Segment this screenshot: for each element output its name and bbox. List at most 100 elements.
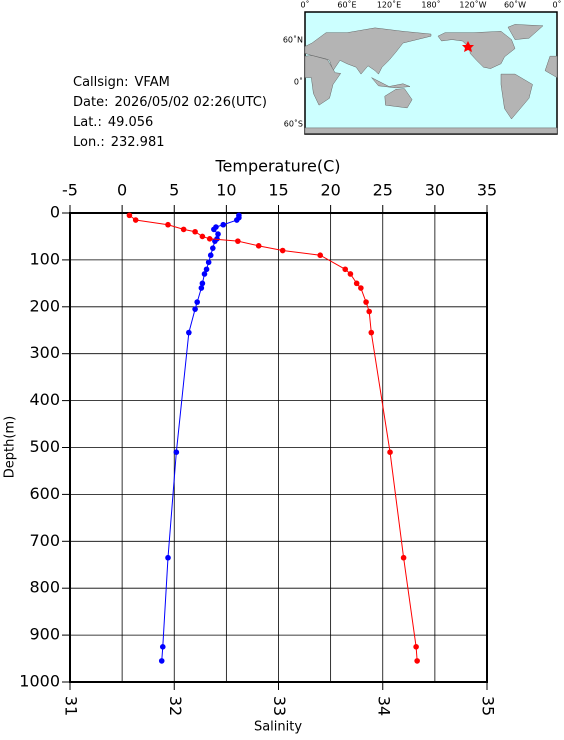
profile-point [199,233,206,240]
map-lon-label: 120˚E [377,0,401,10]
info-line: Lon.: 232.981 [73,135,165,150]
x2-axis-title: Temperature(C) [214,157,340,176]
profile-point [342,266,349,273]
station-star [462,41,474,52]
x-tick-label: 35 [479,696,498,716]
map-lon-label: 0˚ [300,0,309,10]
y-tick-label: 800 [29,578,60,597]
profile-point [210,245,216,251]
profile-point [400,554,407,561]
profile-point [206,235,213,242]
profile-point [211,226,217,233]
x2-tick-label: 30 [425,181,445,200]
land-shape [384,88,413,109]
land-shape [304,55,342,106]
profile-point [347,271,354,277]
map-lon-label: 120˚W [459,0,486,10]
y-tick-label: 900 [29,625,60,644]
y-tick-label: 700 [29,531,60,550]
profile-point [199,280,206,287]
map-lat-label: 60˚S [284,119,303,129]
profile-point [192,228,198,235]
x2-tick-label: 0 [117,181,127,200]
x2-tick-label: 20 [320,181,340,200]
y-tick-label: 1000 [19,672,60,691]
y-tick-label: 200 [29,296,60,315]
profile-point [165,221,171,228]
map-lon-label: 0˚ [552,0,561,10]
map-lat-label: 60˚N [283,35,303,45]
x-tick-label: 31 [62,696,81,716]
x2-tick-label: 10 [216,181,236,200]
profile-point [132,217,139,223]
profile-point [192,306,198,312]
profile-point [353,280,360,287]
profile-point [198,285,205,291]
profile-point [387,449,393,455]
land-shape [304,27,432,75]
info-line: Lat.: 49.056 [73,115,153,130]
profile-point [194,299,200,305]
land-shape [544,55,558,78]
x2-tick-label: 25 [373,181,393,200]
y-tick-label: 600 [29,484,60,503]
profile-point [159,644,166,650]
map-lat-label: 0˚ [294,77,303,87]
profile-point [414,658,420,664]
land-shape [500,73,533,120]
profile-point [279,247,286,254]
profile-point [366,308,372,315]
x2-tick-label: 15 [268,181,288,200]
profile-point [363,299,369,305]
y-tick-label: 100 [29,249,60,268]
x-tick-label: 34 [374,696,393,716]
land-shape [507,24,544,40]
x-axis-title: Salinity [254,720,302,735]
plot-frame [69,212,488,683]
x-tick-label: 32 [166,696,185,716]
info-label: Callsign: [73,75,129,90]
info-line: Date: 2026/05/02 02:26(UTC) [73,95,267,110]
x2-tick-label: -5 [62,181,78,200]
profile-point [255,243,262,249]
profile-point [220,221,227,228]
info-value: 232.981 [111,135,165,150]
profile-point [126,212,133,219]
profile-point [165,554,171,561]
map-lon-label: 60˚W [504,0,526,10]
profile-point [186,329,192,336]
y-tick-label: 400 [29,390,60,409]
profile-point [368,329,375,336]
profile-point [235,238,241,244]
info-label: Lat.: [73,115,102,130]
land-shape [304,127,558,134]
land-shape [437,31,516,69]
map-land [304,24,558,134]
profile-line [129,214,418,661]
profile-point [215,231,221,237]
info-value: VFAM [135,75,170,90]
x2-tick-label: 35 [477,181,497,200]
profile-point [158,658,165,664]
profile-point [173,449,180,455]
x2-tick-label: 5 [169,181,179,200]
profile-point [205,259,212,266]
y-tick-label: 300 [29,343,60,362]
info-label: Lon.: [73,135,105,150]
profile-point [234,217,240,223]
profile-point [201,271,208,277]
info-line: Callsign: VFAM [73,75,170,90]
profile-point [413,644,419,650]
info-value: 2026/05/02 02:26(UTC) [114,95,266,110]
map-lon-label: 60˚E [337,0,356,10]
map-inset [304,11,558,135]
profile-point [358,285,364,291]
x-tick-label: 33 [270,696,289,716]
land-shape [371,77,411,89]
y-tick-label: 500 [29,437,60,456]
profile-point [203,266,210,273]
info-value: 49.056 [108,115,154,130]
profile-point [207,252,214,259]
y-tick-label: 0 [50,203,60,222]
